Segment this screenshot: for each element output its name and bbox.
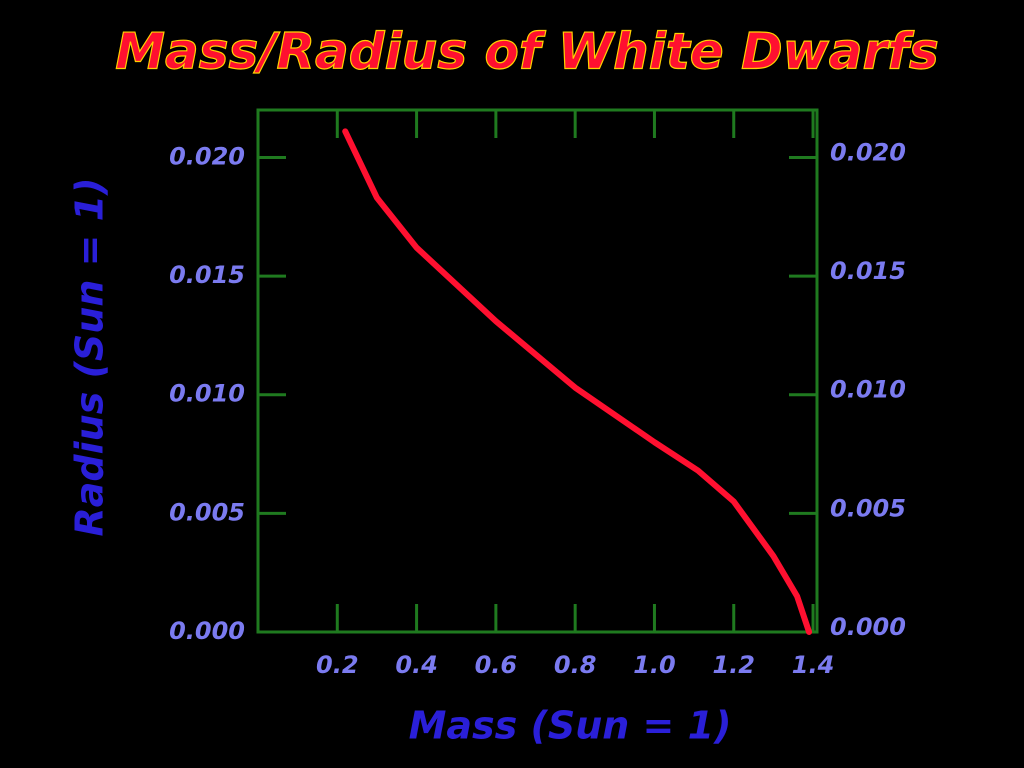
y-tick-label: 0.020 [169, 142, 245, 170]
y2-tick-label: 0.005 [830, 494, 906, 522]
curve [342, 128, 813, 635]
x-tick-label: 0.8 [554, 651, 597, 679]
y2-tick-label: 0.020 [830, 138, 906, 166]
x-tick-label: 1.4 [792, 651, 835, 679]
y-tick-label: 0.005 [169, 498, 245, 526]
y-tick-label: 0.015 [169, 261, 245, 289]
y-tick-label: 0.000 [169, 617, 245, 645]
y2-tick-label: 0.000 [830, 613, 906, 641]
y2-tick-label: 0.015 [830, 257, 906, 285]
y2-tick-label: 0.010 [830, 376, 906, 404]
y-axis-label: Radius (Sun = 1) [68, 178, 112, 537]
x-tick-label: 0.2 [316, 651, 359, 679]
x-tick-label: 1.2 [712, 651, 755, 679]
x-tick-label: 0.6 [475, 651, 518, 679]
y-tick-label: 0.010 [169, 380, 245, 408]
chart-title: Mass/Radius of White Dwarfs [115, 23, 938, 81]
x-axis-label: Mass (Sun = 1) [409, 704, 732, 748]
plot-frame [256, 108, 819, 634]
x-tick-label: 1.0 [633, 651, 676, 679]
x-tick-label: 0.4 [395, 651, 438, 679]
